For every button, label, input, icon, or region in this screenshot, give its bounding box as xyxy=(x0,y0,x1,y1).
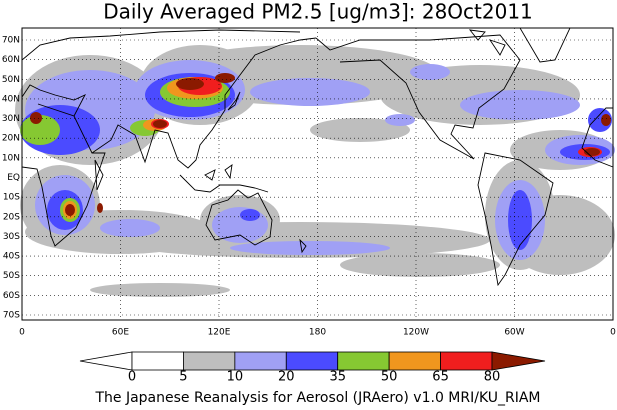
lat-label: 70S xyxy=(3,311,20,321)
colorbar-box xyxy=(440,351,493,371)
colorbar: 0 5 10 20 35 50 65 80 xyxy=(79,351,546,385)
colorbar-label: 10 xyxy=(227,370,244,385)
footer: The Japanese Reanalysis for Aerosol (JRA… xyxy=(94,390,540,406)
colorbar-high-triangle xyxy=(491,351,546,371)
colorbar-label: 80 xyxy=(484,370,501,385)
lat-label: 40S xyxy=(3,252,20,262)
colorbar-label: 50 xyxy=(381,370,398,385)
colorbar-low-triangle xyxy=(79,351,133,371)
lon-label: 120E xyxy=(208,328,231,338)
lat-label: 10N xyxy=(2,153,20,163)
lat-label: 30S xyxy=(3,232,20,242)
lat-label: 40N xyxy=(2,94,20,104)
lon-label: 0 xyxy=(19,328,25,338)
lat-label: 20N xyxy=(2,134,20,144)
lat-label: EQ xyxy=(7,173,20,183)
lat-label: 60S xyxy=(3,291,20,301)
fields xyxy=(15,45,615,297)
lat-label: 70N xyxy=(2,36,20,46)
title: Daily Averaged PM2.5 [ug/m3]: 28Oct2011 xyxy=(103,0,533,24)
colorbar-box xyxy=(131,351,184,371)
lon-label: 120W xyxy=(403,328,429,338)
coastlines xyxy=(21,27,614,287)
colorbar-box xyxy=(285,351,339,371)
lat-label: 20S xyxy=(3,212,20,222)
colorbar-label: 5 xyxy=(179,370,187,385)
lat-label: 50N xyxy=(2,75,20,85)
colorbar-box xyxy=(234,351,287,371)
colorbar-box xyxy=(337,351,390,371)
colorbar-label: 0 xyxy=(128,370,136,385)
colorbar-label: 65 xyxy=(432,370,449,385)
lon-label: 180 xyxy=(309,328,326,338)
map-frame xyxy=(21,27,614,321)
lat-label: 10S xyxy=(3,193,20,203)
colorbar-box xyxy=(388,351,441,371)
lon-label: 60E xyxy=(112,328,129,338)
axis-labels: 70N 60N 50N 40N 30N 20N 10N EQ 10S 20S 30S 40S 50S 60… xyxy=(2,36,616,338)
lat-label: 30N xyxy=(2,114,20,124)
lon-label: 0 xyxy=(610,328,616,338)
colorbar-label: 35 xyxy=(329,370,346,385)
lon-label: 60W xyxy=(504,328,524,338)
colorbar-box xyxy=(183,351,236,371)
lat-label: 60N xyxy=(2,55,20,65)
colorbar-label: 20 xyxy=(278,370,295,385)
lat-label: 50S xyxy=(3,271,20,281)
